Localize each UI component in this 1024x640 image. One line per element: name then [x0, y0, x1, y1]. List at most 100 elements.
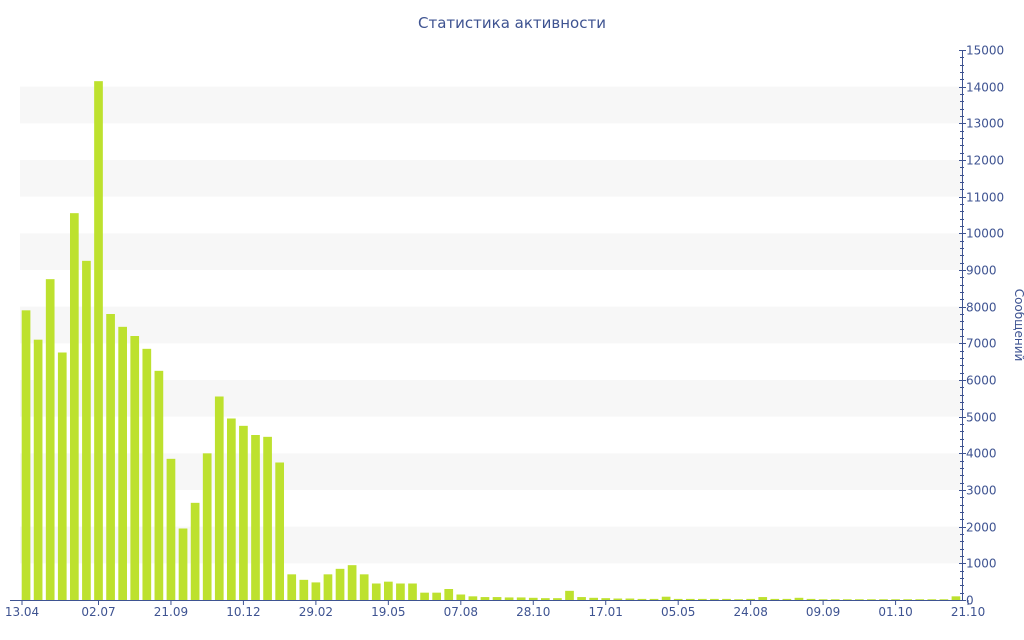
bar[interactable]: [625, 598, 635, 600]
bar[interactable]: [118, 326, 128, 600]
x-tick-label: 17.01: [589, 605, 623, 619]
bar[interactable]: [480, 597, 490, 600]
bar[interactable]: [854, 599, 864, 600]
bar[interactable]: [770, 598, 780, 600]
bar[interactable]: [734, 599, 743, 600]
grid-band: [20, 526, 962, 564]
bar[interactable]: [202, 453, 212, 600]
bar[interactable]: [226, 418, 236, 601]
bar[interactable]: [154, 370, 164, 600]
bar[interactable]: [613, 598, 623, 600]
bar[interactable]: [33, 339, 43, 600]
bar[interactable]: [299, 579, 309, 600]
bar[interactable]: [673, 598, 683, 600]
bar[interactable]: [722, 598, 731, 600]
y-tick-label: 9000: [966, 264, 997, 278]
bar[interactable]: [492, 597, 502, 600]
bar[interactable]: [45, 279, 55, 600]
bar[interactable]: [130, 336, 140, 600]
bar[interactable]: [540, 598, 550, 600]
bar[interactable]: [528, 597, 538, 600]
bar[interactable]: [915, 599, 925, 600]
bar[interactable]: [782, 598, 792, 600]
bar[interactable]: [577, 597, 586, 600]
bar[interactable]: [21, 310, 31, 600]
bar[interactable]: [830, 599, 840, 600]
bar[interactable]: [903, 599, 913, 600]
bar[interactable]: [504, 597, 514, 600]
x-tick-label: 24.08: [733, 605, 767, 619]
bar[interactable]: [432, 592, 442, 600]
bar[interactable]: [359, 574, 369, 600]
bar[interactable]: [842, 599, 852, 600]
bar[interactable]: [758, 597, 768, 600]
bar[interactable]: [637, 598, 647, 600]
bar[interactable]: [347, 565, 357, 600]
y-tick-label: 0: [966, 594, 974, 608]
bar[interactable]: [420, 592, 429, 600]
y-tick-label: 11000: [966, 191, 1004, 205]
x-tick-label: 05.05: [661, 605, 695, 619]
bar[interactable]: [335, 568, 345, 600]
bar[interactable]: [891, 599, 900, 600]
x-tick-label: 10.12: [226, 605, 260, 619]
bar[interactable]: [251, 435, 260, 600]
bar[interactable]: [383, 581, 393, 600]
bar[interactable]: [818, 599, 828, 600]
bar[interactable]: [927, 599, 937, 600]
bar[interactable]: [323, 574, 333, 600]
bar[interactable]: [468, 596, 478, 600]
y-axis-label: Сообщений: [1012, 289, 1024, 362]
bar[interactable]: [408, 583, 417, 601]
bar[interactable]: [661, 596, 671, 600]
bar[interactable]: [94, 81, 103, 600]
bar[interactable]: [553, 598, 562, 600]
bar[interactable]: [444, 589, 454, 600]
bar[interactable]: [263, 436, 272, 600]
bar[interactable]: [649, 598, 659, 600]
bar[interactable]: [142, 348, 152, 600]
bar[interactable]: [106, 314, 115, 600]
y-tick-label: 2000: [966, 521, 997, 535]
bar[interactable]: [951, 596, 961, 600]
bar[interactable]: [456, 594, 466, 601]
y-tick-label: 3000: [966, 484, 997, 498]
bar[interactable]: [589, 597, 599, 600]
bar[interactable]: [879, 599, 888, 600]
bar[interactable]: [939, 599, 949, 600]
bar[interactable]: [214, 396, 224, 601]
bar[interactable]: [69, 213, 79, 600]
x-tick-label: 29.02: [299, 605, 333, 619]
bar[interactable]: [601, 598, 611, 600]
x-tick-label: 01.10: [878, 605, 912, 619]
bar[interactable]: [396, 583, 405, 601]
x-tick-label: 28.10: [516, 605, 550, 619]
bar[interactable]: [57, 352, 67, 601]
bar[interactable]: [516, 597, 526, 600]
bar[interactable]: [371, 583, 381, 601]
bar[interactable]: [166, 458, 176, 600]
y-tick-label: 14000: [966, 81, 1004, 95]
bar[interactable]: [275, 462, 285, 601]
x-tick-label: 09.09: [806, 605, 840, 619]
bar[interactable]: [697, 598, 707, 600]
y-tick-label: 8000: [966, 301, 997, 315]
bar[interactable]: [178, 528, 188, 601]
bar[interactable]: [311, 582, 321, 600]
bar[interactable]: [710, 598, 719, 600]
bar[interactable]: [806, 598, 816, 600]
bar[interactable]: [746, 598, 756, 600]
bar[interactable]: [287, 574, 297, 600]
bar[interactable]: [565, 590, 574, 600]
bar[interactable]: [82, 260, 91, 600]
y-tick-label: 1000: [966, 557, 997, 571]
bar[interactable]: [794, 597, 804, 600]
bar[interactable]: [239, 425, 248, 600]
chart-title: Статистика активности: [418, 14, 606, 32]
bar[interactable]: [190, 502, 200, 600]
x-tick-label: 21.09: [154, 605, 188, 619]
x-tick-label: 07.08: [444, 605, 478, 619]
bar[interactable]: [685, 598, 695, 600]
bar[interactable]: [867, 599, 876, 600]
